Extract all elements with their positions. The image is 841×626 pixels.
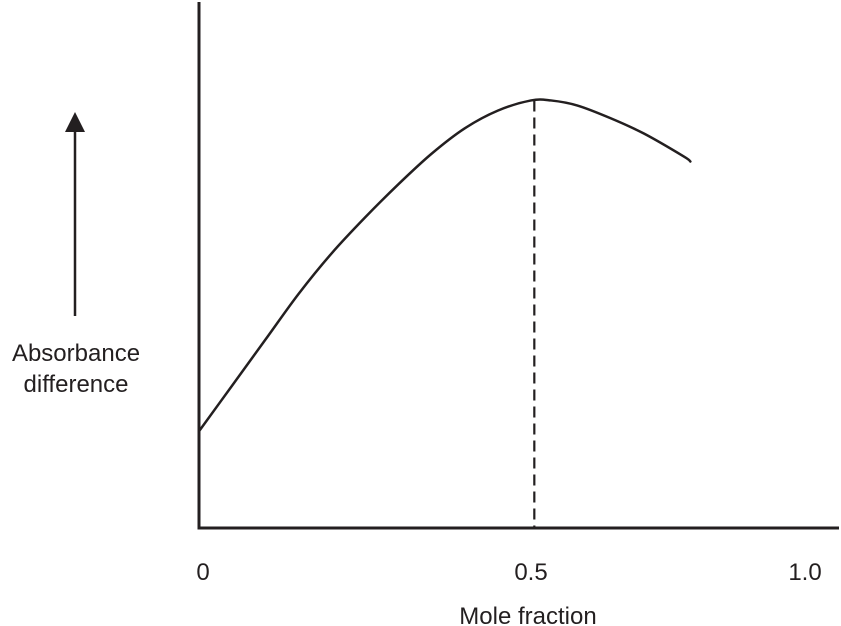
y-axis-label-line-1: Absorbance [12, 340, 140, 367]
series-line-0 [197, 98, 692, 433]
y-axis-label: Absorbance difference [12, 112, 140, 398]
x-tick-label: 0 [196, 559, 209, 586]
x-tick-label: 0.5 [514, 559, 547, 586]
x-tick-labels: 0 0.5 1.0 [196, 559, 821, 586]
axes [197, 2, 839, 530]
y-axis-label-line-2: difference [24, 371, 129, 398]
x-axis-label: Mole fraction [459, 603, 596, 626]
up-arrow-head-icon [65, 112, 85, 132]
plot-area [197, 98, 692, 528]
x-tick-label: 1.0 [788, 559, 821, 586]
